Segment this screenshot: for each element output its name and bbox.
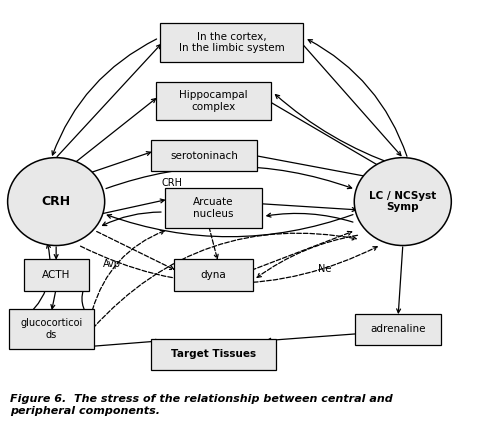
FancyArrowPatch shape (301, 43, 400, 156)
Text: ACTH: ACTH (42, 270, 70, 280)
FancyArrowPatch shape (275, 95, 396, 165)
FancyArrowPatch shape (209, 227, 217, 259)
FancyArrowPatch shape (57, 45, 160, 157)
FancyArrowPatch shape (54, 247, 58, 258)
Text: In the cortex,
In the limbic system: In the cortex, In the limbic system (179, 32, 284, 53)
Text: CRH: CRH (41, 195, 71, 208)
Text: glucocorticoi
ds: glucocorticoi ds (20, 319, 83, 340)
FancyBboxPatch shape (174, 259, 252, 290)
FancyArrowPatch shape (107, 214, 352, 237)
FancyBboxPatch shape (165, 188, 261, 228)
FancyArrowPatch shape (396, 247, 402, 313)
FancyArrowPatch shape (81, 151, 150, 176)
FancyArrowPatch shape (106, 166, 351, 189)
Text: serotoninach: serotoninach (170, 151, 238, 160)
FancyBboxPatch shape (151, 338, 275, 370)
FancyArrowPatch shape (66, 99, 156, 169)
FancyArrowPatch shape (101, 199, 164, 214)
FancyArrowPatch shape (266, 213, 352, 222)
Text: Avp: Avp (102, 260, 120, 269)
FancyBboxPatch shape (155, 82, 271, 120)
Circle shape (354, 158, 450, 246)
FancyArrowPatch shape (92, 230, 164, 310)
Text: Hippocampal
complex: Hippocampal complex (179, 90, 247, 112)
FancyArrowPatch shape (269, 102, 390, 173)
FancyArrowPatch shape (84, 339, 159, 347)
FancyBboxPatch shape (151, 140, 257, 171)
Circle shape (8, 158, 105, 246)
FancyArrowPatch shape (266, 333, 360, 342)
FancyArrowPatch shape (257, 235, 357, 277)
FancyArrowPatch shape (52, 39, 156, 155)
FancyArrowPatch shape (82, 286, 91, 320)
FancyArrowPatch shape (96, 232, 173, 269)
FancyBboxPatch shape (24, 259, 88, 290)
FancyBboxPatch shape (355, 314, 440, 345)
FancyBboxPatch shape (160, 23, 303, 62)
FancyArrowPatch shape (251, 231, 351, 270)
Text: LC / NCSyst
Symp: LC / NCSyst Symp (368, 191, 435, 212)
FancyArrowPatch shape (102, 212, 161, 225)
FancyArrowPatch shape (256, 156, 385, 181)
FancyArrowPatch shape (17, 244, 50, 324)
Text: dyna: dyna (200, 270, 226, 280)
Text: Figure 6.  The stress of the relationship between central and
peripheral compone: Figure 6. The stress of the relationship… (10, 394, 392, 416)
Text: Ne: Ne (317, 264, 330, 273)
FancyArrowPatch shape (93, 233, 355, 328)
FancyArrowPatch shape (308, 40, 406, 156)
Text: Target Tissues: Target Tissues (170, 349, 255, 360)
FancyBboxPatch shape (9, 309, 94, 349)
Text: CRH: CRH (161, 178, 182, 188)
Text: adrenaline: adrenaline (370, 324, 425, 334)
Text: Arcuate
nucleus: Arcuate nucleus (192, 197, 233, 219)
FancyArrowPatch shape (80, 246, 376, 283)
FancyArrowPatch shape (51, 290, 56, 309)
FancyArrowPatch shape (260, 204, 355, 211)
